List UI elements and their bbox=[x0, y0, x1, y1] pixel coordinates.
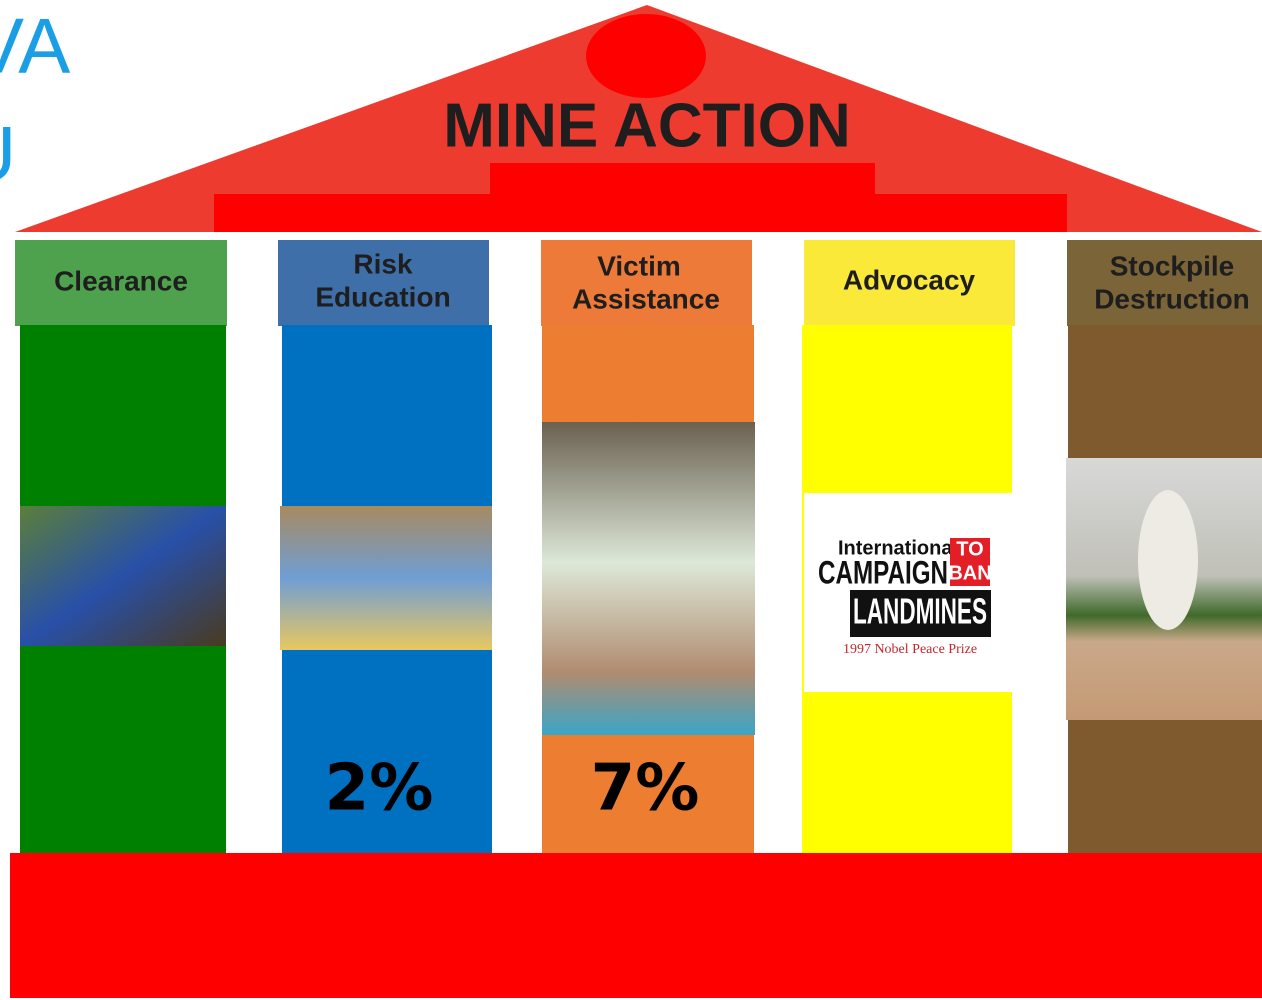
corner-text: U bbox=[0, 110, 16, 198]
roof-bar bbox=[490, 163, 875, 195]
pillar-title: Clearance bbox=[54, 265, 188, 296]
pillar-title: Risk bbox=[353, 248, 413, 279]
corner-text: VA bbox=[0, 2, 70, 90]
mine-action-diagram: VA U MINE ACTION Clearance Risk Educatio… bbox=[0, 0, 1262, 1000]
logo-text: CAMPAIGN bbox=[818, 554, 948, 590]
pillar-title: Education bbox=[315, 281, 450, 312]
photo-detail bbox=[1138, 490, 1198, 630]
pillar-title: Victim bbox=[597, 250, 681, 281]
logo-text: BAN bbox=[948, 562, 991, 584]
logo-caption: 1997 Nobel Peace Prize bbox=[843, 642, 977, 657]
foundation bbox=[10, 853, 1262, 998]
percentage: 7% bbox=[591, 752, 700, 826]
logo-text: LANDMINES bbox=[853, 591, 987, 632]
logo-text: TO bbox=[956, 538, 983, 560]
photo bbox=[20, 506, 226, 646]
percentage: 2% bbox=[325, 752, 434, 826]
roof-bar bbox=[214, 194, 1067, 232]
pillar-title: Advocacy bbox=[843, 264, 976, 295]
pillar-title: Stockpile bbox=[1110, 250, 1234, 281]
photo bbox=[280, 506, 492, 650]
pillar-title: Destruction bbox=[1094, 283, 1250, 314]
roof-title: MINE ACTION bbox=[443, 91, 851, 160]
pillar-title: Assistance bbox=[572, 283, 720, 314]
roof-ornament bbox=[586, 14, 706, 98]
photo bbox=[542, 422, 755, 735]
page: VA U MINE ACTION Clearance Risk Educatio… bbox=[0, 0, 1262, 1000]
